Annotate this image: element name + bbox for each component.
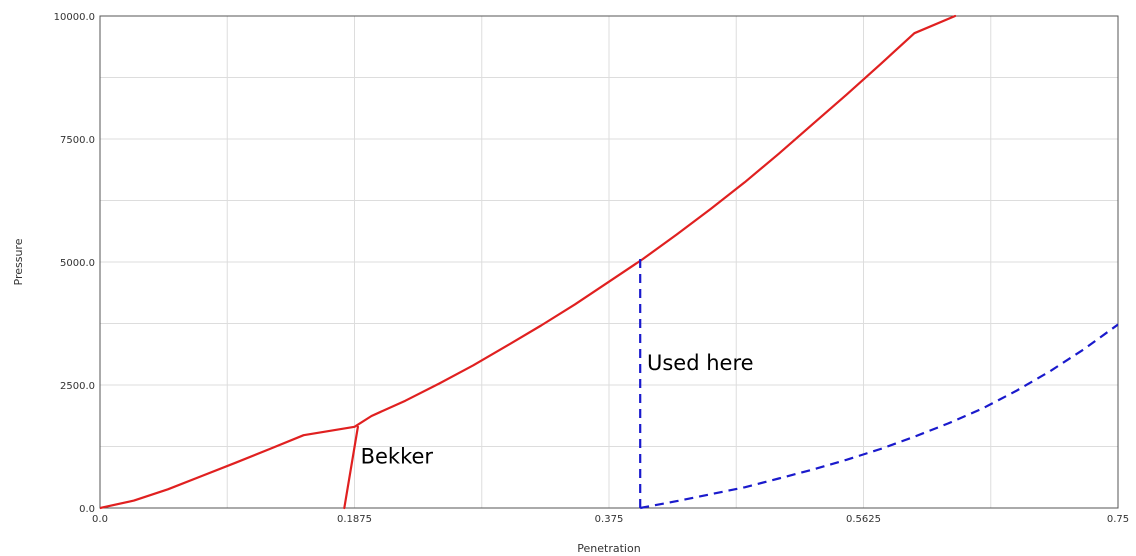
grid-layer bbox=[99, 15, 1119, 509]
x-tick-label: 0.75 bbox=[1107, 514, 1129, 525]
series-layer bbox=[100, 14, 1118, 510]
y-tick-label: 0.0 bbox=[79, 504, 95, 515]
y-tick-label: 2500.0 bbox=[60, 381, 95, 392]
series-line-3 bbox=[639, 323, 1118, 510]
y-axis-title: Pressure bbox=[12, 238, 25, 285]
x-tick-label: 0.0 bbox=[92, 514, 108, 525]
x-tick-label: 0.375 bbox=[595, 514, 624, 525]
y-tick-label: 7500.0 bbox=[60, 135, 95, 146]
annotation-bekker: Bekker bbox=[361, 445, 434, 469]
annotation-used-here: Used here bbox=[647, 351, 754, 375]
tick-layer: 0.0 0.1875 0.375 0.5625 0.75 0.0 2500.0 5000.0 7… bbox=[54, 12, 1129, 525]
y-tick-label: 10000.0 bbox=[54, 12, 95, 23]
series-line-0 bbox=[100, 14, 957, 510]
plot-frame bbox=[99, 15, 1119, 509]
annotation-layer: Bekker Used here bbox=[361, 351, 754, 468]
x-tick-label: 0.5625 bbox=[846, 514, 881, 525]
y-tick-label: 5000.0 bbox=[60, 258, 95, 269]
x-axis-title: Penetration bbox=[577, 542, 640, 555]
series-line-1 bbox=[343, 425, 359, 510]
x-tick-label: 0.1875 bbox=[337, 514, 372, 525]
